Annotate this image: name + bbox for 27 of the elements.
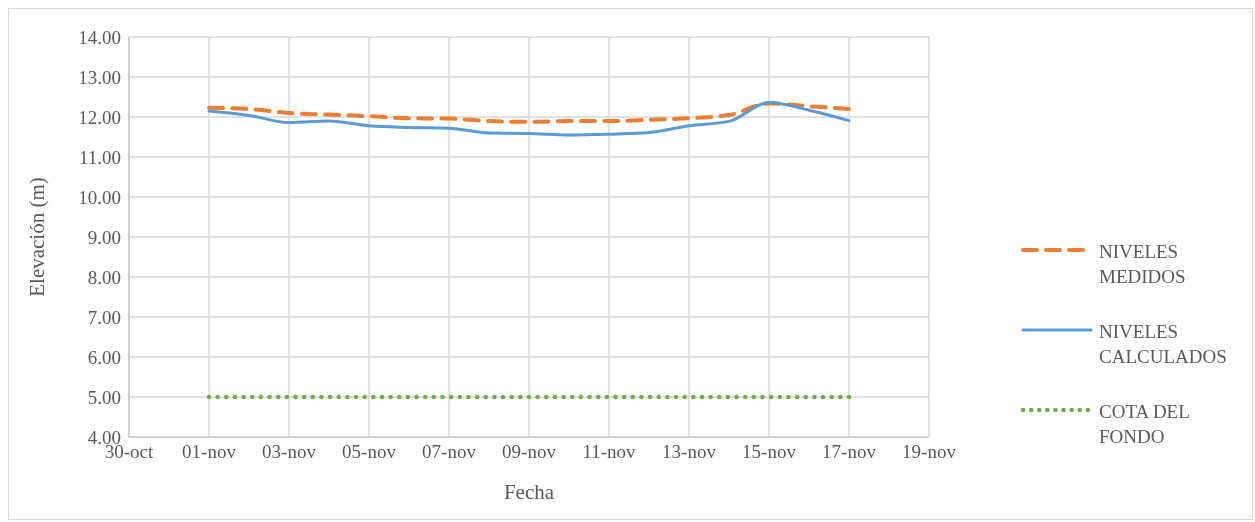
y-tick-label: 8.00 <box>87 266 121 288</box>
x-tick-label: 11-nov <box>582 441 637 463</box>
y-axis-title: Elevación (m) <box>25 177 50 297</box>
line-series <box>207 101 851 124</box>
y-tick-label: 6.00 <box>87 346 121 368</box>
y-tick-label: 12.00 <box>78 106 121 128</box>
x-tick-label: 03-nov <box>262 441 317 463</box>
y-tick-label: 7.00 <box>87 306 121 328</box>
x-tick-label: 19-nov <box>902 441 957 463</box>
x-tick-label: 01-nov <box>182 441 237 463</box>
line-series <box>207 101 851 137</box>
y-tick-label: 9.00 <box>87 226 121 248</box>
legend-label: COTA DEL FONDO <box>1099 400 1191 449</box>
y-tick-label: 11.00 <box>78 146 121 168</box>
y-tick-label: 13.00 <box>78 66 121 88</box>
x-tick-label: 17-nov <box>822 441 877 463</box>
y-tick-label: 10.00 <box>78 186 121 208</box>
x-tick-label: 05-nov <box>342 441 397 463</box>
x-axis-title: Fecha <box>503 480 555 504</box>
x-tick-label: 13-nov <box>662 441 717 463</box>
y-tick-label: 14.00 <box>78 26 121 48</box>
legend-label: NIVELES MEDIDOS <box>1099 240 1187 289</box>
x-tick-label: 09-nov <box>502 441 557 463</box>
y-tick-label: 5.00 <box>87 386 121 408</box>
legend-label: NIVELES CALCULADOS <box>1099 320 1228 369</box>
x-tick-label: 15-nov <box>742 441 797 463</box>
x-tick-label: 07-nov <box>422 441 477 463</box>
